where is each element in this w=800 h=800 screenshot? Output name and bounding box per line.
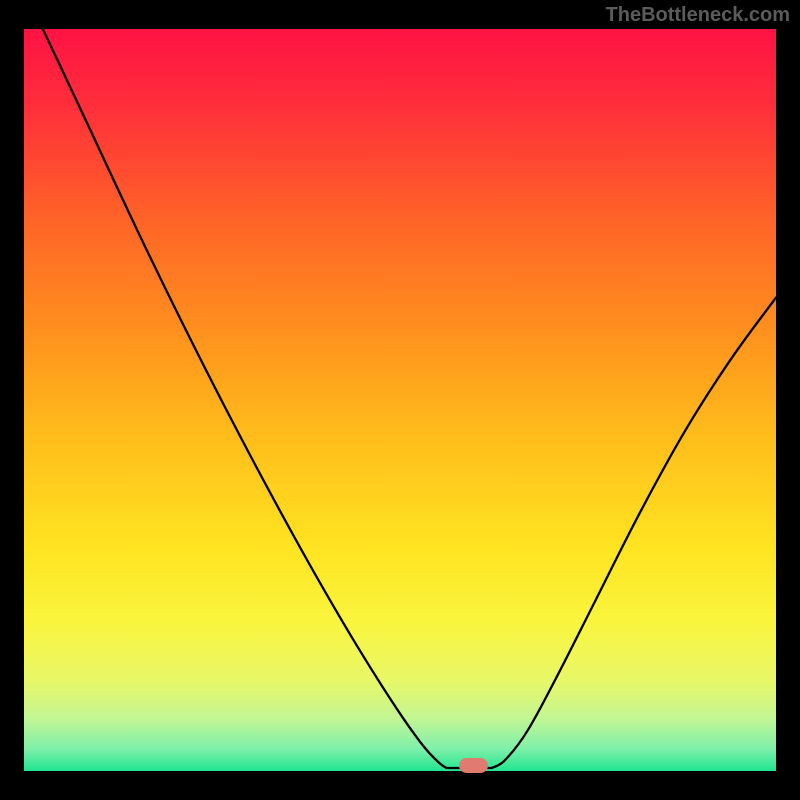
bottleneck-chart [24,29,776,771]
bottleneck-curve [24,29,776,771]
optimal-marker [459,758,488,773]
watermark-text: TheBottleneck.com [606,4,790,27]
